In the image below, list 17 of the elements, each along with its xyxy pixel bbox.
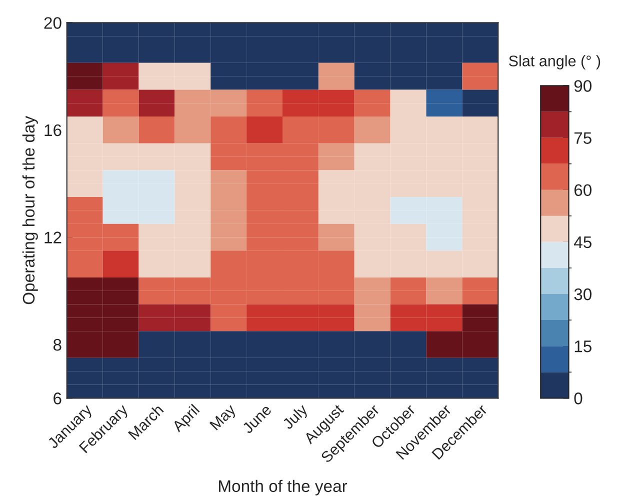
color-bar-label: 15 bbox=[574, 340, 592, 352]
y-tick-label: 16 bbox=[44, 124, 62, 136]
color-bar-label: 90 bbox=[574, 80, 592, 92]
y-tick-label: 8 bbox=[53, 338, 62, 351]
color-bar-label: 0 bbox=[574, 392, 582, 404]
x-axis-title: Month of the year bbox=[219, 480, 348, 496]
y-tick-label: 20 bbox=[44, 17, 62, 29]
color-bar-label: 60 bbox=[574, 184, 592, 196]
x-tick-label: July bbox=[281, 403, 311, 432]
color-bar-label: 75 bbox=[574, 132, 592, 144]
color-bar-title: Slat angle (° ) bbox=[509, 55, 600, 70]
color-bar-label: 45 bbox=[574, 236, 592, 248]
color-bar-label: 30 bbox=[574, 288, 592, 300]
y-tick-label: 6 bbox=[54, 392, 62, 404]
y-tick-label: 12 bbox=[44, 232, 62, 244]
x-tick-label: May bbox=[209, 403, 239, 433]
y-axis-title: Operating hour of the day bbox=[22, 116, 38, 304]
